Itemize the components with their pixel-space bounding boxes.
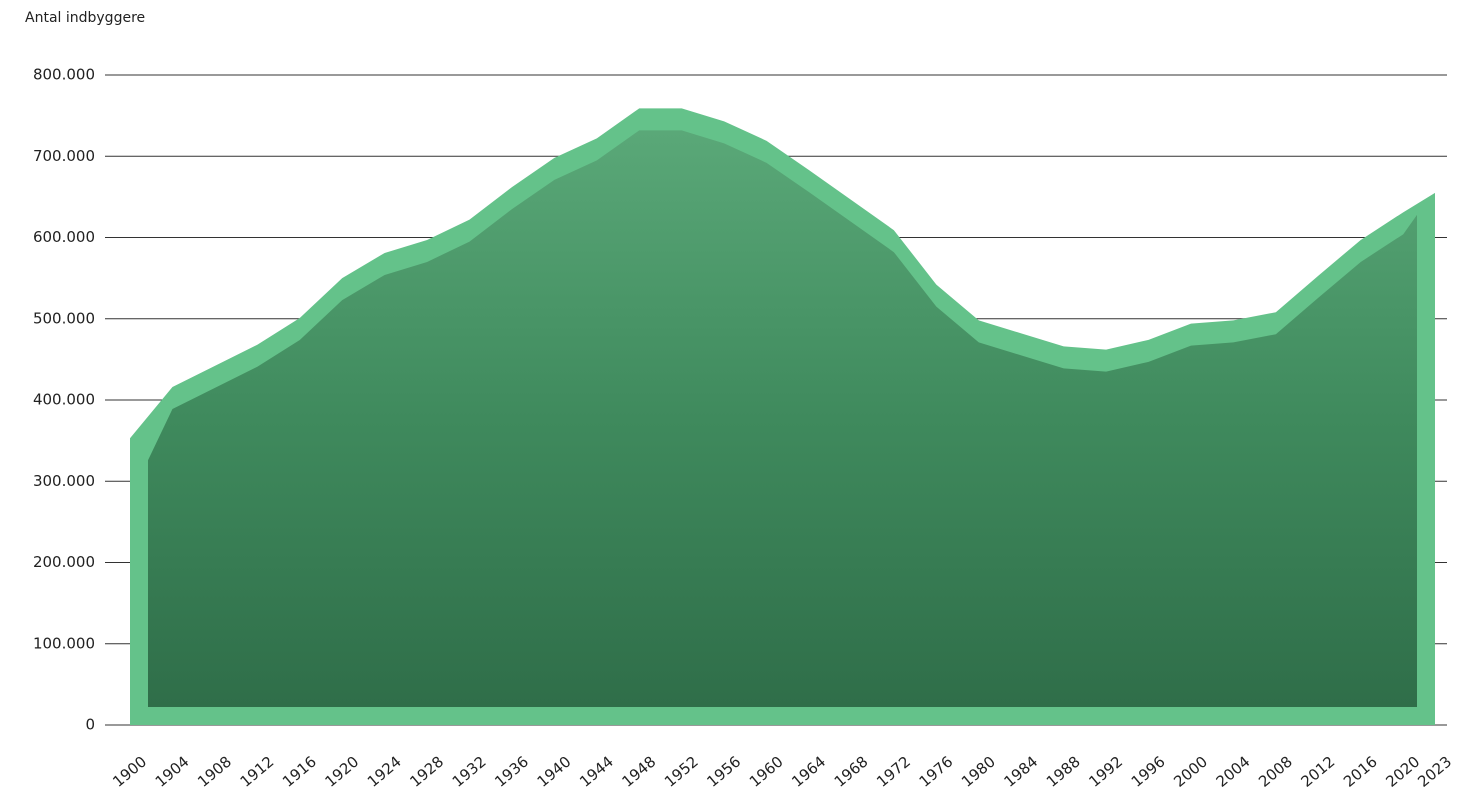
- x-tick-label: 1944: [576, 752, 617, 790]
- x-tick-label: 1928: [406, 752, 447, 790]
- axis-title: Antal indbyggere: [25, 10, 145, 26]
- x-tick-label: 2023: [1414, 752, 1455, 790]
- x-tick-label: 1900: [109, 752, 150, 790]
- x-tick-label: 1976: [916, 752, 957, 790]
- x-tick-label: 1948: [619, 752, 660, 790]
- y-tick-label: 600.000: [33, 228, 95, 246]
- area-inner: [148, 130, 1417, 707]
- x-tick-label: 1960: [746, 752, 787, 790]
- x-tick-label: 2000: [1170, 752, 1211, 790]
- y-tick-label: 200.000: [33, 553, 95, 571]
- x-tick-label: 1992: [1085, 752, 1126, 790]
- x-tick-label: 1972: [873, 752, 914, 790]
- x-tick-label: 1916: [279, 752, 320, 790]
- x-tick-label: 1968: [831, 752, 872, 790]
- x-tick-label: 1980: [958, 752, 999, 790]
- y-tick-label: 800.000: [33, 66, 95, 84]
- x-tick-label: 2016: [1340, 752, 1381, 790]
- x-tick-label: 2008: [1255, 752, 1296, 790]
- x-tick-label: 1956: [703, 752, 744, 790]
- y-tick-label: 300.000: [33, 472, 95, 490]
- x-tick-label: 2020: [1382, 752, 1423, 790]
- y-tick-label: 100.000: [33, 634, 95, 652]
- x-tick-label: 1996: [1128, 752, 1169, 790]
- x-tick-label: 1952: [661, 752, 702, 790]
- y-tick-label: 0: [85, 716, 95, 734]
- x-tick-label: 2004: [1213, 752, 1254, 790]
- x-tick-label: 1924: [364, 752, 405, 790]
- x-tick-label: 1988: [1043, 752, 1084, 790]
- x-tick-label: 1984: [1000, 752, 1041, 790]
- x-tick-label: 1912: [237, 752, 278, 790]
- x-tick-label: 1920: [321, 752, 362, 790]
- x-tick-label: 1904: [152, 752, 193, 790]
- x-tick-label: 2012: [1298, 752, 1339, 790]
- x-tick-label: 1932: [449, 752, 490, 790]
- y-tick-label: 500.000: [33, 309, 95, 327]
- x-tick-label: 1940: [534, 752, 575, 790]
- y-tick-label: 400.000: [33, 391, 95, 409]
- x-tick-label: 1936: [491, 752, 532, 790]
- x-tick-label: 1908: [194, 752, 235, 790]
- y-tick-label: 700.000: [33, 147, 95, 165]
- x-tick-label: 1964: [788, 752, 829, 790]
